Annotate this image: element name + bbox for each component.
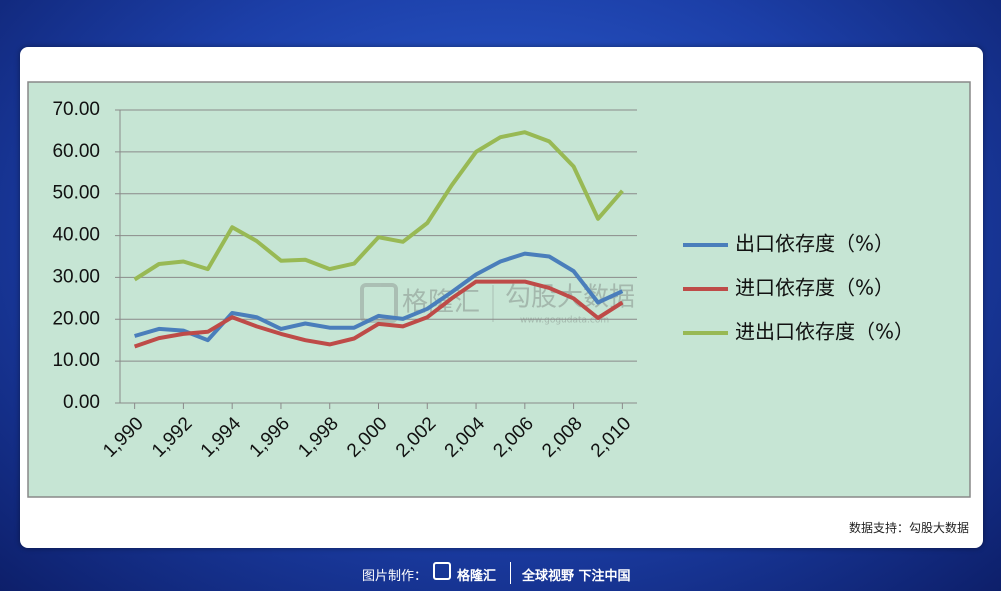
footer-slogan: 全球视野 下注中国 [522,569,631,584]
source-note: 数据支持：勾股大数据 [848,521,969,535]
y-tick-label: 20.00 [52,308,100,329]
footer: 图片制作： 格隆汇 全球视野 下注中国 [0,556,1001,591]
y-tick-label: 70.00 [52,99,100,120]
y-tick-label: 40.00 [52,225,100,246]
footer-logo [433,562,451,580]
y-tick-label: 10.00 [52,350,100,371]
series-line [133,279,624,349]
legend-label: 进出口依存度（%） [735,320,914,344]
legend-label: 进口依存度（%） [735,276,894,300]
footer-divider [510,562,511,584]
y-tick-label: 50.00 [52,183,100,204]
legend-label: 出口依存度（%） [735,232,894,256]
y-tick-label: 60.00 [52,141,100,162]
series-line [134,251,624,343]
footer-made-by: 图片制作： [362,569,428,584]
y-tick-label: 30.00 [52,266,100,287]
chart-area [27,81,971,498]
footer-brand: 格隆汇 [457,569,497,584]
series-line [133,130,624,282]
watermark-url: www.gogudata.com [520,316,609,326]
watermark-logo [360,283,398,323]
y-tick-label: 0.00 [63,392,100,413]
